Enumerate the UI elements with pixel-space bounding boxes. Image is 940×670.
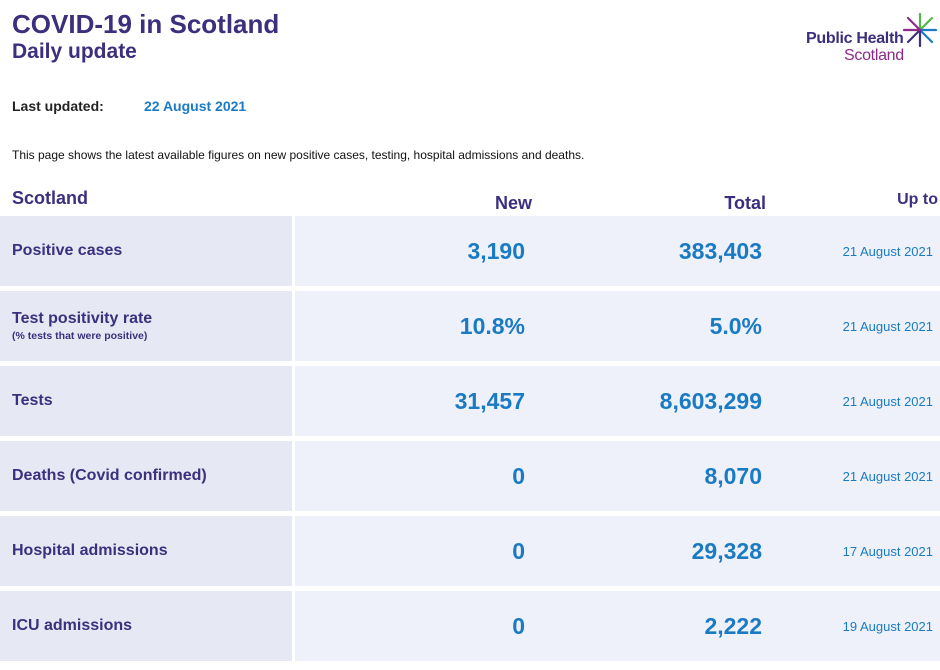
header-up-to: Up to bbox=[897, 191, 938, 208]
table-row: Tests 31,457 8,603,299 21 August 2021 bbox=[0, 366, 940, 436]
row-new-value: 3,190 bbox=[467, 238, 525, 264]
table-row: Hospital admissions 0 29,328 17 August 2… bbox=[0, 516, 940, 586]
row-label: Test positivity rate bbox=[12, 310, 153, 327]
row-new-value: 0 bbox=[512, 538, 525, 564]
table-row: Deaths (Covid confirmed) 0 8,070 21 Augu… bbox=[0, 441, 940, 511]
page-title: COVID-19 in Scotland bbox=[12, 9, 280, 39]
logo-text-scotland: Scotland bbox=[844, 47, 904, 64]
row-up-to-date: 21 August 2021 bbox=[842, 469, 933, 484]
row-value-cell bbox=[295, 591, 940, 661]
last-updated-value: 22 August 2021 bbox=[144, 98, 247, 114]
row-new-value: 0 bbox=[512, 463, 525, 489]
row-total-value: 5.0% bbox=[709, 313, 762, 339]
row-label-cell bbox=[0, 591, 292, 661]
table-row: Positive cases 3,190 383,403 21 August 2… bbox=[0, 216, 940, 286]
last-updated-label: Last updated: bbox=[12, 98, 104, 114]
header-total: Total bbox=[724, 193, 766, 213]
row-label-cell bbox=[0, 441, 292, 511]
row-up-to-date: 17 August 2021 bbox=[842, 544, 933, 559]
header-new: New bbox=[494, 193, 532, 213]
page-subtitle: Daily update bbox=[12, 40, 137, 63]
logo-text-public-health: Public Health bbox=[806, 30, 904, 47]
row-up-to-date: 21 August 2021 bbox=[842, 394, 933, 409]
row-total-value: 383,403 bbox=[678, 238, 762, 264]
row-label-cell bbox=[0, 291, 292, 361]
intro-text: This page shows the latest available fig… bbox=[12, 148, 585, 162]
row-label: Tests bbox=[12, 392, 53, 409]
row-label-cell bbox=[0, 216, 292, 286]
row-label: Deaths (Covid confirmed) bbox=[12, 467, 207, 484]
row-label: Positive cases bbox=[12, 242, 123, 259]
public-health-scotland-logo: Public Health Scotland bbox=[798, 12, 940, 68]
row-sublabel: (% tests that were positive) bbox=[12, 330, 148, 342]
row-total-value: 29,328 bbox=[691, 538, 762, 564]
row-new-value: 31,457 bbox=[454, 388, 525, 414]
row-label: Hospital admissions bbox=[12, 542, 168, 559]
row-up-to-date: 19 August 2021 bbox=[842, 619, 933, 634]
row-value-cell bbox=[295, 291, 940, 361]
row-value-cell bbox=[295, 216, 940, 286]
row-label-cell bbox=[0, 516, 292, 586]
row-label: ICU admissions bbox=[12, 617, 133, 634]
row-total-value: 2,222 bbox=[704, 613, 762, 639]
row-label-cell bbox=[0, 366, 292, 436]
table-row: Test positivity rate (% tests that were … bbox=[0, 291, 940, 361]
row-value-cell bbox=[295, 516, 940, 586]
row-total-value: 8,603,299 bbox=[659, 388, 762, 414]
row-new-value: 10.8% bbox=[459, 313, 525, 339]
row-up-to-date: 21 August 2021 bbox=[842, 319, 933, 334]
table-row: ICU admissions 0 2,222 19 August 2021 bbox=[0, 591, 940, 661]
row-up-to-date: 21 August 2021 bbox=[842, 244, 933, 259]
row-total-value: 8,070 bbox=[704, 463, 762, 489]
header-region: Scotland bbox=[12, 188, 89, 208]
star-logo-icon bbox=[902, 12, 938, 48]
row-new-value: 0 bbox=[512, 613, 525, 639]
row-value-cell bbox=[295, 441, 940, 511]
row-value-cell bbox=[295, 366, 940, 436]
